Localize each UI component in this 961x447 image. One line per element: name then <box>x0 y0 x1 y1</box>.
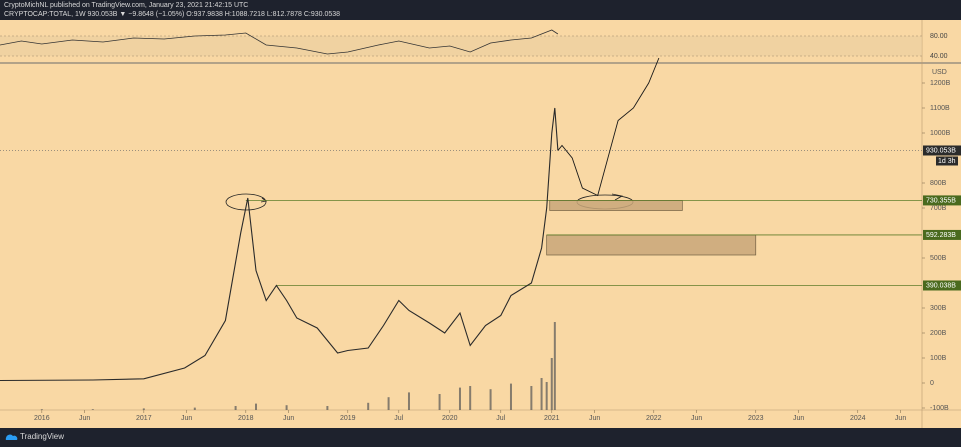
volume-bar <box>438 394 441 410</box>
y-tick-label: 300B <box>930 305 947 312</box>
volume-bar <box>193 407 196 410</box>
x-tick-label: 2020 <box>442 415 458 422</box>
y-tick-label: 500B <box>930 255 947 262</box>
y-tick-label: 1000B <box>930 130 951 137</box>
countdown-tag <box>936 156 958 166</box>
price-tag <box>923 145 961 156</box>
x-tick-label: 2017 <box>136 415 152 422</box>
level-tag <box>923 195 961 206</box>
level-label: 390.038B <box>926 282 956 289</box>
axis-unit: USD <box>932 69 947 76</box>
x-tick-label: 2021 <box>544 415 560 422</box>
y-tick-label: 0 <box>930 380 934 387</box>
y-tick-label: -100B <box>930 405 949 412</box>
volume-bar <box>509 383 512 410</box>
x-tick-label: 2022 <box>646 415 662 422</box>
y-tick-label: 200B <box>930 330 947 337</box>
y-tick-label: 800B <box>930 180 947 187</box>
zone-box <box>549 200 683 211</box>
volume-bar <box>387 397 390 410</box>
volume-bar <box>367 402 370 410</box>
x-tick-label: 2024 <box>850 415 866 422</box>
arrow <box>260 197 267 203</box>
rsi-line <box>0 29 559 55</box>
x-tick-label: Jun <box>79 415 90 422</box>
footer <box>0 428 961 447</box>
x-tick-label: Jun <box>691 415 702 422</box>
arrow <box>611 193 624 201</box>
logo <box>5 434 18 440</box>
rsi-band <box>0 36 922 56</box>
volume-bar <box>254 403 257 410</box>
volume-bar <box>142 408 145 410</box>
level-tag <box>923 280 961 291</box>
y-tick-label: 1200B <box>930 80 951 87</box>
countdown-label: 1d 3h <box>938 158 956 165</box>
volume-bar <box>458 387 461 410</box>
volume-bar <box>550 358 553 410</box>
x-tick-label: Jun <box>181 415 192 422</box>
x-tick-label: 2016 <box>34 415 50 422</box>
projection-line <box>557 57 660 197</box>
volume-bar <box>285 405 288 410</box>
highlight-circle <box>225 193 267 211</box>
x-tick-label: 2018 <box>238 415 254 422</box>
x-tick-label: Jun <box>895 415 906 422</box>
level-label: 730.355B <box>926 197 956 204</box>
x-tick-label: 2023 <box>748 415 764 422</box>
volume-bar <box>553 322 556 410</box>
volume-bar <box>540 378 543 410</box>
publisher-line: CryptoMichNL published on TradingView.co… <box>4 2 248 9</box>
level-tag <box>923 229 961 240</box>
y-tick-label: 100B <box>930 355 947 362</box>
volume-bar <box>469 386 472 410</box>
rsi-tick-label: 40.00 <box>930 53 948 60</box>
volume-bar <box>530 386 533 410</box>
x-tick-label: Jun <box>793 415 804 422</box>
price-line <box>0 107 559 382</box>
volume-bar <box>91 409 94 410</box>
x-tick-label: 2019 <box>340 415 356 422</box>
volume-bar <box>545 382 548 410</box>
zone-box <box>546 234 757 256</box>
volume-bar <box>234 406 237 410</box>
chart-background <box>0 20 961 428</box>
x-tick-label: Jul <box>394 415 403 422</box>
x-tick-label: Jun <box>589 415 600 422</box>
x-tick-label: Jul <box>496 415 505 422</box>
rsi-tick-label: 80.00 <box>930 33 948 40</box>
volume-bar <box>489 389 492 410</box>
price-label: 930.053B <box>926 147 956 154</box>
y-tick-label: 700B <box>930 205 947 212</box>
footer-brand: TradingView <box>20 432 64 441</box>
volume-bar <box>40 409 43 410</box>
level-label: 592.283B <box>926 232 956 239</box>
x-tick-label: Jun <box>283 415 294 422</box>
volume-bar <box>407 392 410 410</box>
symbol-line: CRYPTOCAP:TOTAL, 1W 930.053B ▼ −9.8648 (… <box>4 11 340 18</box>
volume-bar <box>326 406 329 410</box>
y-tick-label: 1100B <box>930 105 950 112</box>
